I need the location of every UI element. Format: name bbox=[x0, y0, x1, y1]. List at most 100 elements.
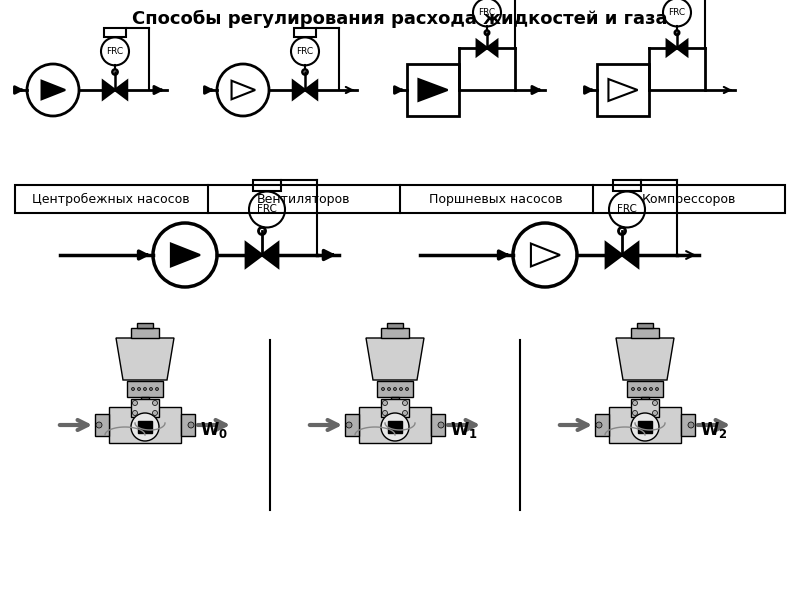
Bar bbox=[377, 381, 413, 397]
Bar bbox=[638, 421, 652, 433]
Circle shape bbox=[650, 388, 653, 391]
Bar bbox=[381, 328, 409, 338]
Bar bbox=[345, 414, 359, 436]
Text: FRC: FRC bbox=[257, 205, 277, 214]
Bar bbox=[387, 323, 403, 328]
Bar bbox=[631, 399, 659, 417]
Bar bbox=[131, 399, 159, 417]
Bar bbox=[407, 64, 459, 116]
Bar bbox=[637, 323, 653, 328]
Polygon shape bbox=[677, 40, 687, 56]
Circle shape bbox=[131, 413, 159, 441]
Circle shape bbox=[633, 410, 638, 415]
Bar bbox=[381, 399, 409, 417]
Text: FRC: FRC bbox=[478, 8, 495, 17]
Text: FRC: FRC bbox=[617, 205, 637, 214]
Text: $\mathbf{W_1}$: $\mathbf{W_1}$ bbox=[450, 420, 478, 440]
Circle shape bbox=[153, 410, 158, 415]
Circle shape bbox=[133, 401, 138, 406]
Bar bbox=[609, 407, 681, 443]
Circle shape bbox=[155, 388, 158, 391]
Circle shape bbox=[382, 410, 387, 415]
Polygon shape bbox=[622, 243, 638, 267]
Bar bbox=[391, 397, 399, 410]
Text: Способы регулирования расхода жидкостей и газа: Способы регулирования расхода жидкостей … bbox=[132, 10, 668, 28]
Polygon shape bbox=[418, 79, 447, 101]
Circle shape bbox=[653, 410, 658, 415]
Circle shape bbox=[402, 410, 407, 415]
Circle shape bbox=[402, 401, 407, 406]
Polygon shape bbox=[262, 243, 278, 267]
Bar bbox=[595, 414, 609, 436]
Circle shape bbox=[394, 388, 397, 391]
Circle shape bbox=[406, 388, 409, 391]
Circle shape bbox=[96, 422, 102, 428]
Circle shape bbox=[655, 388, 658, 391]
Bar bbox=[104, 28, 126, 37]
Circle shape bbox=[188, 422, 194, 428]
Polygon shape bbox=[115, 81, 127, 99]
Text: $\mathbf{W_2}$: $\mathbf{W_2}$ bbox=[700, 420, 727, 440]
Polygon shape bbox=[293, 81, 305, 99]
Circle shape bbox=[631, 388, 634, 391]
Polygon shape bbox=[477, 40, 487, 56]
Circle shape bbox=[138, 388, 141, 391]
Polygon shape bbox=[531, 244, 560, 266]
Bar bbox=[627, 381, 663, 397]
Polygon shape bbox=[246, 243, 262, 267]
Bar bbox=[109, 407, 181, 443]
Bar bbox=[141, 397, 149, 410]
Circle shape bbox=[346, 422, 352, 428]
Text: Центробежных насосов: Центробежных насосов bbox=[33, 193, 190, 206]
Polygon shape bbox=[116, 338, 174, 380]
Polygon shape bbox=[666, 40, 677, 56]
Circle shape bbox=[143, 388, 146, 391]
Polygon shape bbox=[171, 244, 200, 266]
Circle shape bbox=[382, 388, 385, 391]
Bar bbox=[388, 421, 402, 433]
Polygon shape bbox=[231, 81, 255, 99]
Circle shape bbox=[153, 401, 158, 406]
Polygon shape bbox=[103, 81, 115, 99]
Bar bbox=[597, 64, 649, 116]
Text: Вентиляторов: Вентиляторов bbox=[257, 193, 350, 205]
Circle shape bbox=[633, 401, 638, 406]
Polygon shape bbox=[616, 338, 674, 380]
Circle shape bbox=[133, 410, 138, 415]
Circle shape bbox=[643, 388, 646, 391]
Bar bbox=[137, 323, 153, 328]
Bar bbox=[641, 397, 649, 410]
Circle shape bbox=[381, 413, 409, 441]
Circle shape bbox=[638, 388, 641, 391]
Circle shape bbox=[438, 422, 444, 428]
Polygon shape bbox=[366, 338, 424, 380]
Bar bbox=[681, 414, 695, 436]
Circle shape bbox=[382, 401, 387, 406]
Text: Компрессоров: Компрессоров bbox=[642, 193, 736, 205]
Bar bbox=[431, 414, 445, 436]
Circle shape bbox=[631, 413, 659, 441]
Polygon shape bbox=[609, 79, 638, 101]
Polygon shape bbox=[305, 81, 317, 99]
Circle shape bbox=[150, 388, 153, 391]
Bar bbox=[15, 185, 785, 213]
Circle shape bbox=[131, 388, 134, 391]
Bar bbox=[127, 381, 163, 397]
Polygon shape bbox=[487, 40, 498, 56]
Circle shape bbox=[688, 422, 694, 428]
Polygon shape bbox=[42, 81, 65, 99]
Bar bbox=[631, 328, 659, 338]
Circle shape bbox=[596, 422, 602, 428]
Text: Поршневых насосов: Поршневых насосов bbox=[430, 193, 563, 205]
Text: FRC: FRC bbox=[297, 47, 314, 56]
Text: FRC: FRC bbox=[669, 8, 686, 17]
Bar bbox=[181, 414, 195, 436]
Circle shape bbox=[399, 388, 402, 391]
Bar bbox=[95, 414, 109, 436]
Circle shape bbox=[653, 401, 658, 406]
Bar bbox=[294, 28, 316, 37]
Bar bbox=[613, 180, 642, 191]
Bar bbox=[131, 328, 159, 338]
Bar bbox=[138, 421, 152, 433]
Bar bbox=[359, 407, 431, 443]
